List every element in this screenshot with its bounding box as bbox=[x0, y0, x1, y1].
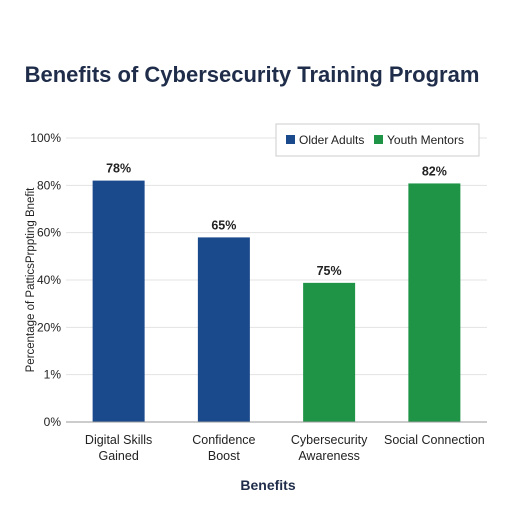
x-axis-label: Benefits bbox=[240, 477, 295, 493]
data-label: 78% bbox=[106, 162, 131, 176]
y-tick-label: 40% bbox=[37, 273, 61, 287]
y-tick-label: 100% bbox=[30, 131, 61, 145]
data-labels: 78% 65% 75% 82% bbox=[106, 162, 447, 278]
bar bbox=[197, 237, 250, 422]
bars bbox=[92, 180, 461, 422]
legend-swatch bbox=[374, 135, 383, 144]
y-tick-label: 60% bbox=[37, 226, 61, 240]
legend-swatch bbox=[286, 135, 295, 144]
y-tick-label: 1% bbox=[44, 368, 62, 382]
y-tick-label: 20% bbox=[37, 320, 61, 334]
chart-title: Benefits of Cybersecurity Training Progr… bbox=[25, 62, 480, 87]
category-label: Social Connection bbox=[384, 433, 485, 447]
legend-label: Older Adults bbox=[299, 133, 364, 147]
category-label: Digital Skills Gained bbox=[85, 433, 152, 463]
y-tick-label: 80% bbox=[37, 178, 61, 192]
y-tick-label: 0% bbox=[44, 415, 62, 429]
bar bbox=[303, 282, 356, 422]
data-label: 65% bbox=[211, 218, 236, 232]
category-label: Confidence Boost bbox=[192, 433, 255, 463]
legend-label: Youth Mentors bbox=[387, 133, 464, 147]
category-labels: Digital Skills Gained Confidence Boost Cyber… bbox=[85, 433, 485, 463]
bar bbox=[408, 183, 461, 422]
data-label: 75% bbox=[317, 264, 342, 278]
category-label: Cybersecurity Awareness bbox=[291, 433, 368, 463]
bar bbox=[92, 180, 145, 422]
y-axis-label: Percentage of PatticsPrppting Bnefit bbox=[25, 187, 37, 373]
y-axis-ticks: 0% 1% 20% 40% 60% 80% 100% bbox=[30, 131, 61, 429]
data-label: 82% bbox=[422, 164, 447, 178]
legend: Older Adults Youth Mentors bbox=[275, 123, 480, 157]
